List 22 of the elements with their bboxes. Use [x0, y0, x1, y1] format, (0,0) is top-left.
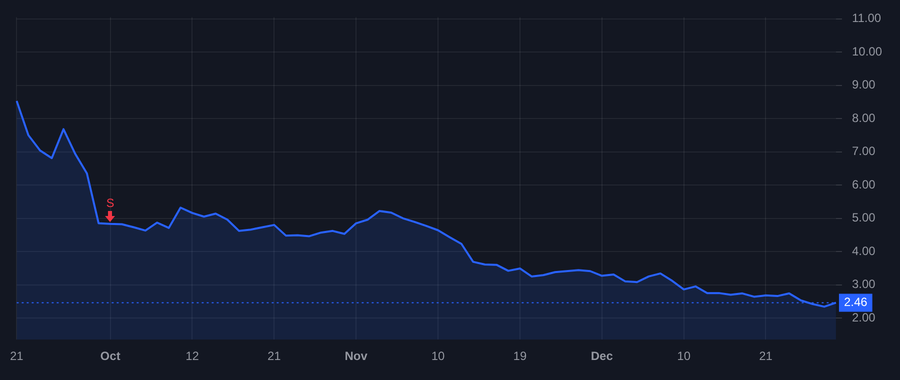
y-tick-label: 2.00	[852, 310, 876, 324]
annotation: S	[106, 196, 114, 210]
y-tick-label: 5.00	[852, 210, 876, 225]
y-tick-label: 6.00	[852, 177, 876, 192]
y-tick-label: 11.00	[852, 11, 882, 26]
y-tick-label: 8.00	[852, 110, 876, 125]
ref-line-label: 2.46	[844, 295, 868, 310]
y-tick-label: 9.00	[852, 78, 876, 92]
x-tick-label: 10	[431, 349, 446, 364]
x-tick-label: 19	[513, 349, 527, 364]
x-tick-label: 12	[186, 349, 200, 364]
x-tick-label: Dec	[590, 349, 614, 364]
x-tick-label: Oct	[100, 349, 120, 364]
y-tick-label: 7.00	[852, 144, 876, 158]
x-tick-label: 21	[10, 349, 24, 364]
x-tick-label: Nov	[344, 349, 368, 364]
y-tick-label: 3.00	[852, 277, 876, 292]
x-tick-label: 21	[267, 349, 282, 364]
y-tick-label: 4.00	[852, 244, 876, 258]
y-tick-label: 10.00	[852, 44, 882, 58]
x-tick-label: 21	[759, 349, 773, 364]
x-tick-label: 10	[677, 349, 691, 364]
